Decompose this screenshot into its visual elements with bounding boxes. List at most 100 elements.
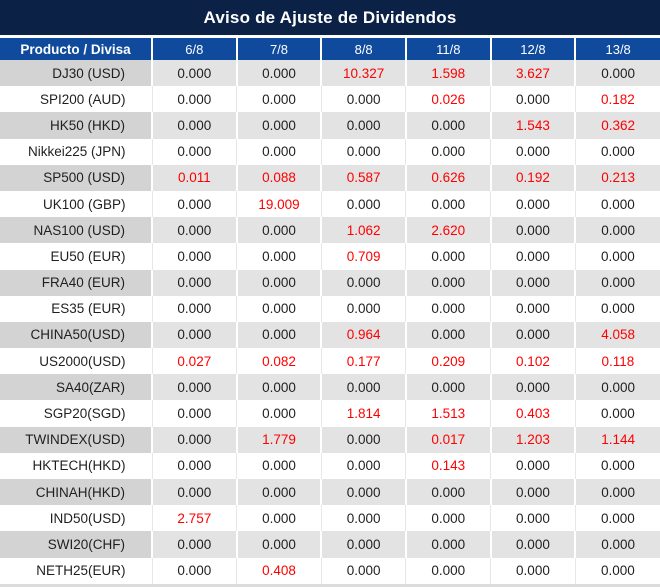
value-cell: 0.000 xyxy=(489,217,576,244)
value-cell: 0.000 xyxy=(320,557,406,584)
value-cell: 0.000 xyxy=(235,321,322,349)
product-cell: SPI200 (AUD) xyxy=(0,86,152,113)
value-cell: 0.362 xyxy=(574,112,660,139)
product-cell: HKTECH(HKD) xyxy=(0,452,152,479)
value-cell: 0.000 xyxy=(320,138,406,165)
value-cell: 0.000 xyxy=(320,269,406,296)
value-cell: 0.000 xyxy=(405,190,491,218)
title-bar: Aviso de Ajuste de Dividendos xyxy=(0,0,660,35)
value-cell: 0.192 xyxy=(489,164,576,191)
value-cell: 0.000 xyxy=(489,479,576,506)
value-cell: 1.203 xyxy=(489,426,576,453)
value-cell: 0.000 xyxy=(320,505,406,532)
value-cell: 0.000 xyxy=(235,479,322,506)
value-cell: 1.814 xyxy=(320,400,406,427)
product-cell: SA40(ZAR) xyxy=(0,374,152,401)
value-cell: 0.000 xyxy=(151,295,237,322)
value-cell: 0.143 xyxy=(405,452,491,479)
table-row: SPI200 (AUD) 0.000 0.000 0.000 0.026 0.000 0.1… xyxy=(0,86,660,113)
product-cell: UK100 (GBP) xyxy=(0,190,152,218)
dividends-table: Producto / Divisa 6/8 7/8 8/8 11/8 12/8 13/8 … xyxy=(0,38,660,584)
table-row: EU50 (EUR) 0.000 0.000 0.709 0.000 0.000 0.000 xyxy=(0,243,660,270)
value-cell: 0.000 xyxy=(574,190,660,218)
value-cell: 0.000 xyxy=(236,452,322,479)
value-cell: 0.403 xyxy=(490,400,576,427)
product-cell: NAS100 (USD) xyxy=(0,217,152,244)
value-cell: 0.000 xyxy=(574,505,660,532)
value-cell: 0.626 xyxy=(404,164,491,191)
value-cell: 0.000 xyxy=(235,60,322,87)
value-cell: 0.026 xyxy=(405,86,491,113)
value-cell: 0.000 xyxy=(404,531,491,558)
product-cell: US2000(USD) xyxy=(0,348,152,375)
value-cell: 0.000 xyxy=(235,217,322,244)
value-cell: 0.408 xyxy=(236,557,322,584)
table-row: ES35 (EUR) 0.000 0.000 0.000 0.000 0.000 0.000 xyxy=(0,295,660,322)
value-cell: 2.620 xyxy=(404,217,491,244)
value-cell: 0.000 xyxy=(236,138,322,165)
value-cell: 0.000 xyxy=(235,531,322,558)
product-cell: FRA40 (EUR) xyxy=(0,269,152,296)
value-cell: 0.000 xyxy=(320,374,406,401)
value-cell: 1.513 xyxy=(405,400,491,427)
table-row: SGP20(SGD) 0.000 0.000 1.814 1.513 0.403 0.000 xyxy=(0,400,660,427)
table-row: Nikkei225 (JPN) 0.000 0.000 0.000 0.000 0.000… xyxy=(0,138,660,165)
value-cell: 0.000 xyxy=(151,190,237,218)
value-cell: 0.587 xyxy=(320,164,406,191)
table-row: CHINAH(HKD) 0.000 0.000 0.000 0.000 0.000 0.00… xyxy=(0,479,660,506)
page-title: Aviso de Ajuste de Dividendos xyxy=(203,7,457,27)
column-header-date: 8/8 xyxy=(320,38,406,60)
value-cell: 0.000 xyxy=(320,479,406,506)
value-cell: 0.118 xyxy=(574,348,660,375)
value-cell: 0.000 xyxy=(151,452,237,479)
column-header-date: 7/8 xyxy=(235,38,322,60)
value-cell: 4.058 xyxy=(574,321,660,349)
column-header-product: Producto / Divisa xyxy=(0,38,152,60)
value-cell: 0.000 xyxy=(405,505,491,532)
value-cell: 0.000 xyxy=(405,243,491,270)
table-row: CHINA50(USD) 0.000 0.000 0.964 0.000 0.000 4.0… xyxy=(0,321,660,349)
value-cell: 0.000 xyxy=(489,374,576,401)
value-cell: 0.000 xyxy=(151,479,237,506)
value-cell: 0.000 xyxy=(151,86,237,113)
value-cell: 0.102 xyxy=(490,348,576,375)
value-cell: 0.000 xyxy=(151,321,237,349)
value-cell: 0.011 xyxy=(151,164,237,191)
value-cell: 0.000 xyxy=(320,190,406,218)
value-cell: 0.000 xyxy=(489,269,576,296)
header-row: Producto / Divisa 6/8 7/8 8/8 11/8 12/8 13/8 xyxy=(0,38,660,60)
product-cell: TWINDEX(USD) xyxy=(0,426,152,453)
value-cell: 1.779 xyxy=(235,426,322,453)
value-cell: 0.000 xyxy=(574,60,660,87)
product-cell: DJ30 (USD) xyxy=(0,60,152,87)
value-cell: 1.543 xyxy=(489,112,576,139)
table-row: US2000(USD) 0.027 0.082 0.177 0.209 0.102 0.11… xyxy=(0,348,660,375)
value-cell: 0.000 xyxy=(574,295,660,322)
column-header-date: 6/8 xyxy=(151,38,237,60)
value-cell: 0.000 xyxy=(574,138,660,165)
value-cell: 1.598 xyxy=(404,60,491,87)
column-header-date: 13/8 xyxy=(574,38,660,60)
value-cell: 0.209 xyxy=(405,348,491,375)
value-cell: 0.000 xyxy=(489,531,576,558)
value-cell: 0.088 xyxy=(235,164,322,191)
value-cell: 0.000 xyxy=(490,190,576,218)
value-cell: 3.627 xyxy=(489,60,576,87)
value-cell: 0.000 xyxy=(235,374,322,401)
value-cell: 0.000 xyxy=(490,557,576,584)
title-divider xyxy=(0,35,660,38)
product-cell: Nikkei225 (JPN) xyxy=(0,138,152,165)
value-cell: 0.000 xyxy=(404,269,491,296)
value-cell: 0.000 xyxy=(574,557,660,584)
value-cell: 0.000 xyxy=(236,243,322,270)
value-cell: 0.000 xyxy=(320,295,406,322)
value-cell: 10.327 xyxy=(320,60,406,87)
value-cell: 0.000 xyxy=(574,479,660,506)
value-cell: 0.000 xyxy=(151,426,237,453)
table-row: DJ30 (USD) 0.000 0.000 10.327 1.598 3.627 0.00… xyxy=(0,60,660,87)
value-cell: 0.000 xyxy=(151,243,237,270)
column-header-date: 11/8 xyxy=(404,38,491,60)
value-cell: 0.000 xyxy=(490,243,576,270)
value-cell: 0.000 xyxy=(151,374,237,401)
